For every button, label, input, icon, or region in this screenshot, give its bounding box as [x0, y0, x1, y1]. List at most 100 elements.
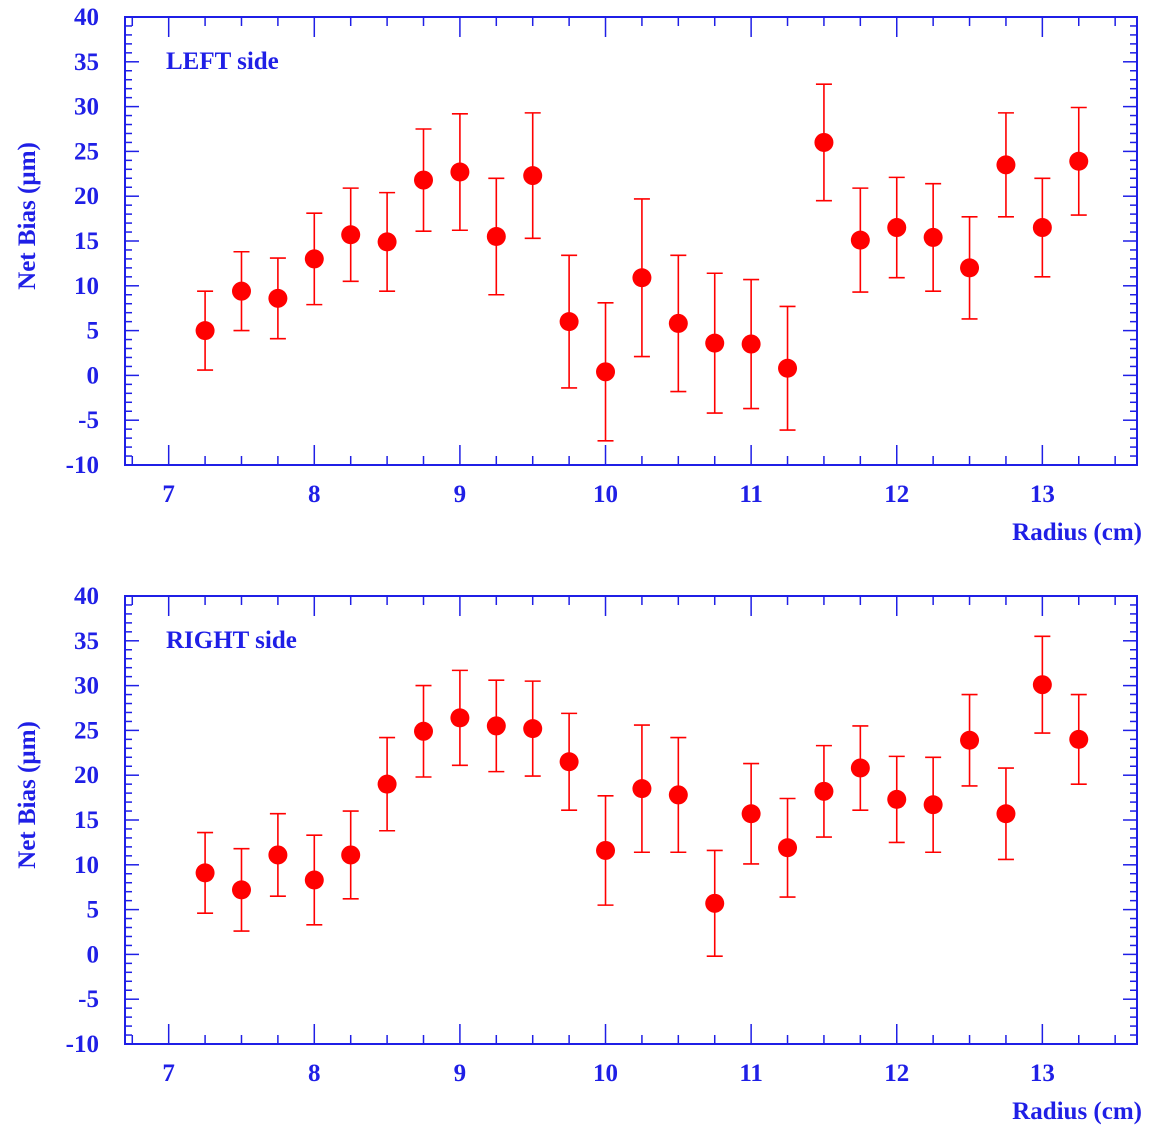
marker [960, 730, 980, 750]
data-point [341, 810, 361, 900]
marker [195, 321, 215, 341]
marker [850, 230, 870, 250]
marker [996, 155, 1016, 175]
data-point [778, 797, 798, 898]
marker [632, 268, 652, 288]
marker [1069, 729, 1089, 749]
y-tick-label: 10 [74, 273, 99, 300]
marker [814, 132, 834, 152]
data-point [304, 212, 324, 306]
data-point [231, 847, 251, 932]
y-tick-label: 5 [87, 318, 100, 345]
marker [268, 845, 288, 865]
data-point [523, 112, 543, 240]
marker [632, 779, 652, 799]
marker [705, 333, 725, 353]
x-tick-label: 8 [308, 1060, 321, 1087]
y-tick-label: -5 [78, 986, 99, 1013]
x-tick-label: 10 [593, 1060, 618, 1087]
data-point [268, 812, 288, 897]
data-point [850, 725, 870, 811]
data-point [668, 254, 688, 393]
x-tick-label: 8 [308, 481, 321, 508]
marker [705, 893, 725, 913]
marker [741, 804, 761, 824]
x-tick-label: 7 [162, 1060, 175, 1087]
y-tick-label: 35 [74, 49, 99, 76]
data-point [195, 831, 215, 914]
marker [195, 863, 215, 883]
marker [414, 721, 434, 741]
y-tick-label: 0 [87, 941, 100, 968]
y-tick-label: 20 [74, 183, 99, 210]
panel-label: LEFT side [166, 48, 279, 75]
data-point [559, 712, 579, 811]
data-point [596, 302, 616, 442]
marker [341, 845, 361, 865]
data-point [923, 182, 943, 292]
marker [304, 249, 324, 269]
data-point [450, 669, 470, 767]
marker [668, 785, 688, 805]
data-point [1032, 635, 1052, 734]
marker [887, 789, 907, 809]
y-axis-title: Net Bias (µm) [14, 142, 41, 290]
data-point [632, 198, 652, 358]
marker [668, 313, 688, 333]
x-axis-title: Radius (cm) [1012, 1098, 1142, 1125]
y-tick-label: 5 [87, 897, 100, 924]
x-tick-label: 12 [884, 481, 909, 508]
data-point [377, 736, 397, 832]
data-point [887, 176, 907, 279]
marker [596, 362, 616, 382]
y-tick-label: 20 [74, 762, 99, 789]
marker [486, 716, 506, 736]
marker [559, 312, 579, 332]
marker [523, 719, 543, 739]
marker [778, 838, 798, 858]
data-point [414, 128, 434, 232]
marker [850, 758, 870, 778]
data-point [996, 112, 1016, 218]
marker [960, 258, 980, 278]
marker [778, 358, 798, 378]
x-tick-label: 10 [593, 481, 618, 508]
x-axis-title: Radius (cm) [1012, 519, 1142, 546]
marker [231, 880, 251, 900]
data-point [741, 278, 761, 410]
data-point [960, 693, 980, 787]
data-point [596, 795, 616, 906]
data-point [268, 257, 288, 340]
data-point [778, 305, 798, 431]
y-tick-label: 35 [74, 628, 99, 655]
marker [268, 288, 288, 308]
data-point [486, 679, 506, 773]
marker [1032, 675, 1052, 695]
data-point [304, 834, 324, 926]
y-tick-label: -10 [66, 1031, 99, 1058]
marker [231, 281, 251, 301]
y-tick-label: 25 [74, 138, 99, 165]
marker [996, 804, 1016, 824]
x-tick-label: 7 [162, 481, 175, 508]
marker [304, 870, 324, 890]
left-side-panel: -10 -5 0 5 10 15 20 25 30 35 40 7 8 9 10 11 12 13 Radius (… [14, 4, 1142, 546]
y-tick-label: -5 [78, 407, 99, 434]
data-point [632, 724, 652, 854]
data-point [668, 736, 688, 854]
y-tick-label: 15 [74, 228, 99, 255]
marker [377, 774, 397, 794]
data-point [814, 744, 834, 838]
y-tick-label: 40 [74, 4, 99, 31]
marker [923, 795, 943, 815]
data-point [341, 187, 361, 283]
x-tick-label: 13 [1030, 481, 1055, 508]
data-point [1069, 106, 1089, 216]
marker [1032, 218, 1052, 238]
y-axis-title: Net Bias (µm) [14, 721, 41, 869]
marker [887, 218, 907, 238]
y-tick-label: 30 [74, 673, 99, 700]
data-point [231, 250, 251, 332]
y-tick-label: 30 [74, 94, 99, 121]
